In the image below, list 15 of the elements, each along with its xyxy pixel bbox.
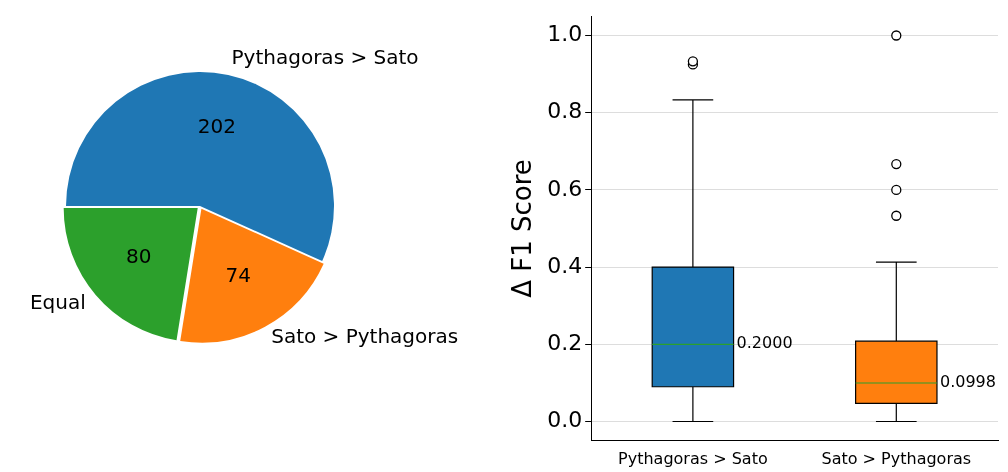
y-tick-label: 0.2 bbox=[547, 330, 583, 356]
slice-label: Equal bbox=[29, 289, 86, 314]
y-tick-label: 0.6 bbox=[547, 175, 583, 201]
slice-label: Sato > Pythagoras bbox=[271, 324, 459, 349]
data-label: 80 bbox=[126, 244, 152, 269]
y-axis-title: Δ F1 Score bbox=[507, 159, 538, 298]
slice-label: Pythagoras > Sato bbox=[231, 45, 419, 70]
y-tick-label: 1.0 bbox=[547, 21, 583, 47]
annotation: 0.0998 bbox=[939, 372, 996, 392]
y-tick-label: 0.0 bbox=[547, 407, 583, 433]
data-label: 74 bbox=[225, 262, 251, 287]
y-tick-label: 0.4 bbox=[547, 252, 583, 278]
annotation: 0.2000 bbox=[736, 333, 793, 353]
data-label: 202 bbox=[197, 113, 236, 138]
y-tick-label: 0.8 bbox=[547, 98, 583, 124]
